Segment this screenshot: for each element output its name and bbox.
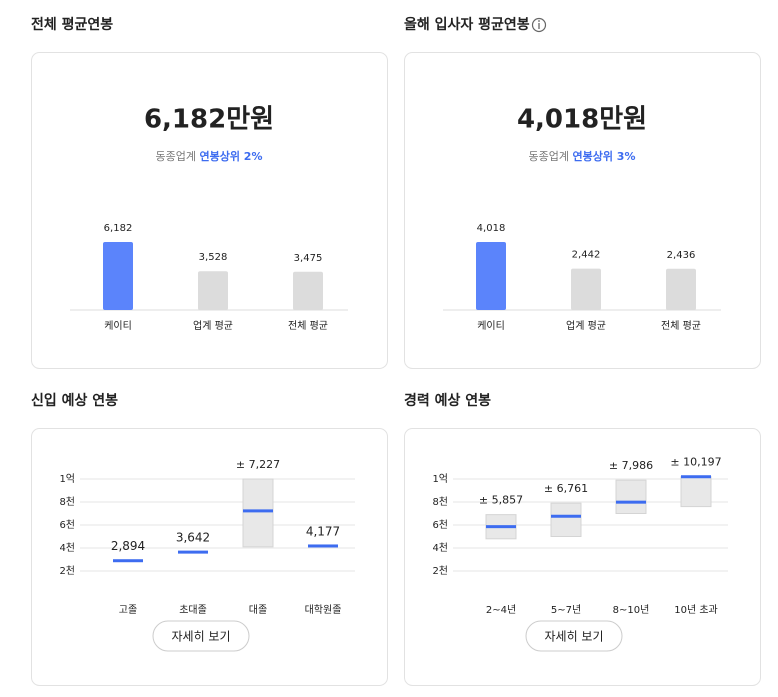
value-label: 4,018 [477,223,506,234]
category-label: 케이티 [477,320,505,332]
bar [198,271,228,310]
value-label: ± 6,761 [544,482,588,495]
range-box [615,479,647,514]
category-label: 전체 평균 [288,320,328,332]
y-tick-label: 2천 [432,565,448,577]
y-tick-label: 4천 [432,542,448,554]
category-label: 업계 평균 [566,319,606,332]
value-label: ± 7,986 [609,459,653,472]
bar [571,268,601,310]
range-box [242,478,274,548]
y-tick-label: 6천 [59,519,75,531]
category-label: 고졸 [119,604,137,616]
bar [293,271,323,310]
y-tick-label: 6천 [432,519,448,531]
info-icon-dot [538,20,540,22]
y-tick-label: 8천 [59,496,75,508]
range-box [550,502,582,537]
value-line [308,544,338,548]
category-label: 업계 평균 [193,319,233,332]
category-label: 전체 평균 [661,320,701,332]
category-label: 5~7년 [551,604,581,616]
y-tick-label: 4천 [59,542,75,554]
value-line [681,475,711,479]
card [404,428,761,686]
subtitle-highlight: 연봉상위 3% [572,149,635,163]
subtitle-text: 동종업계 [529,150,569,163]
value-line [551,514,581,518]
value-label: ± 7,227 [236,458,280,471]
category-label: 2~4년 [486,604,516,616]
section-title: 경력 예상 연봉 [404,392,491,409]
category-label: 8~10년 [613,604,650,616]
category-label: 초대졸 [179,604,207,616]
headline: 6,182만원 [144,105,274,135]
value-line [113,559,143,563]
value-label: 2,436 [667,250,696,261]
value-label: ± 10,197 [670,456,721,469]
button-label[interactable]: 자세히 보기 [171,630,230,644]
bar [666,268,696,310]
range-box [680,476,712,508]
headline: 4,018만원 [517,105,647,135]
category-label: 대졸 [249,604,267,616]
value-line [243,509,273,513]
subtitle-text: 동종업계 [156,150,196,163]
y-tick-label: 2천 [59,565,75,577]
category-label: 10년 초과 [674,604,718,616]
value-label: 2,894 [111,539,145,553]
y-tick-label: 8천 [432,496,448,508]
subtitle: 동종업계 연봉상위 3% [529,149,636,163]
value-label: 2,442 [572,250,601,261]
y-tick-label: 1억 [432,473,448,485]
bar [476,242,506,310]
value-line [178,550,208,554]
subtitle-highlight: 연봉상위 2% [199,149,262,163]
y-tick-label: 1억 [59,473,75,485]
category-label: 대학원졸 [305,604,342,616]
card [31,428,388,686]
button[interactable] [152,620,250,652]
info-icon[interactable] [531,17,547,33]
bar [103,242,133,310]
value-label: 3,475 [294,253,323,264]
category-label: 케이티 [104,320,132,332]
value-label: 3,642 [176,531,210,545]
subtitle: 동종업계 연봉상위 2% [156,149,263,163]
value-label: 3,528 [199,252,228,263]
section-title: 신입 예상 연봉 [31,393,118,409]
section-title: 올해 입사자 평균연봉 [404,16,530,33]
button[interactable] [525,620,623,652]
value-label: 4,177 [306,524,340,538]
section-title: 전체 평균연봉 [31,16,113,33]
value-label: 6,182 [104,223,133,234]
button-label[interactable]: 자세히 보기 [544,630,603,644]
value-label: ± 5,857 [479,494,523,507]
value-line [486,525,516,529]
value-line [616,500,646,504]
